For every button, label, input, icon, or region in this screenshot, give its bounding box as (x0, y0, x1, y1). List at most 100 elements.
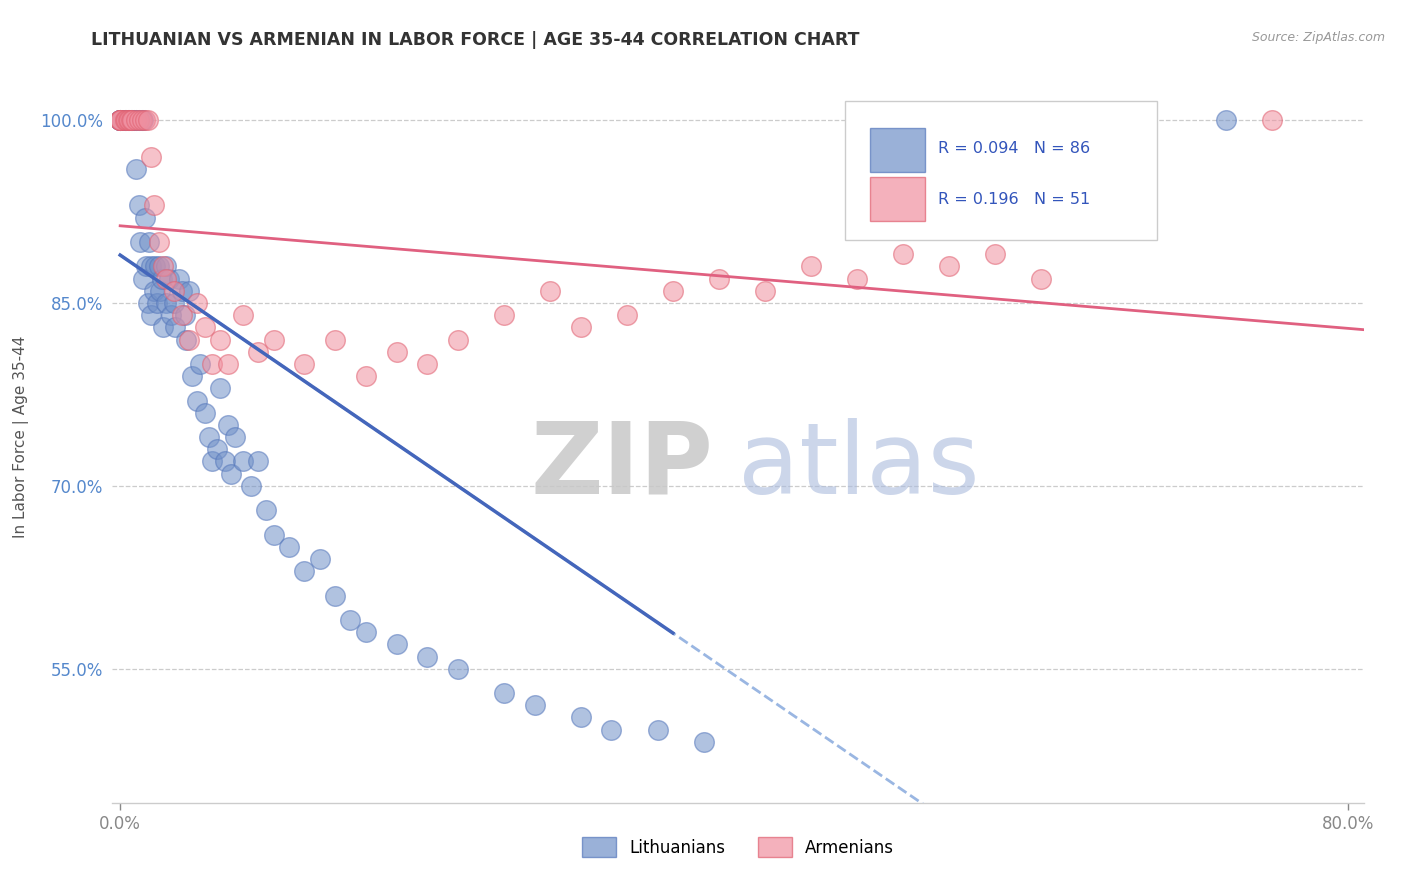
Point (208, 333, 231, 347)
Point (115, 113, 138, 128)
Point (214, 454, 236, 468)
Point (239, 479, 262, 493)
Point (354, 369, 377, 384)
Point (159, 308, 181, 322)
Point (120, 113, 142, 128)
Point (120, 113, 142, 128)
Text: LITHUANIAN VS ARMENIAN IN LABOR FORCE | AGE 35-44 CORRELATION CHART: LITHUANIAN VS ARMENIAN IN LABOR FORCE | … (91, 31, 860, 49)
Point (198, 430, 221, 444)
Point (138, 235, 160, 249)
Point (1031, 271, 1053, 285)
Point (114, 113, 136, 128)
Point (139, 260, 162, 274)
Point (150, 271, 173, 285)
Point (201, 454, 224, 468)
Point (308, 552, 330, 566)
Point (155, 260, 177, 274)
Point (492, 308, 515, 322)
Point (538, 284, 561, 298)
Text: R = 0.094   N = 86: R = 0.094 N = 86 (938, 141, 1091, 156)
Point (117, 113, 139, 128)
Point (134, 211, 156, 225)
Point (232, 454, 254, 468)
Point (194, 406, 217, 420)
Point (152, 260, 174, 274)
Point (118, 113, 141, 128)
Point (600, 723, 623, 737)
Point (294, 564, 316, 578)
Point (118, 113, 141, 128)
Point (201, 357, 224, 371)
Point (170, 284, 193, 298)
Point (692, 735, 714, 749)
Legend: Lithuanians, Armenians: Lithuanians, Armenians (575, 830, 901, 864)
Point (117, 113, 139, 128)
Point (132, 271, 155, 285)
Point (131, 113, 153, 128)
Point (145, 260, 167, 274)
Point (128, 113, 150, 128)
Text: ZIP: ZIP (530, 417, 713, 515)
Point (163, 284, 186, 298)
Point (219, 467, 242, 481)
Point (108, 113, 131, 128)
Point (170, 308, 193, 322)
Point (108, 113, 131, 128)
Point (120, 113, 142, 128)
FancyBboxPatch shape (869, 178, 925, 220)
Point (108, 113, 131, 128)
Point (108, 113, 131, 128)
Point (122, 113, 145, 128)
Point (118, 113, 141, 128)
Point (122, 113, 145, 128)
Point (217, 357, 239, 371)
Point (128, 113, 150, 128)
Point (124, 161, 146, 176)
Point (984, 247, 1007, 261)
Point (121, 113, 143, 128)
Point (662, 284, 685, 298)
Point (128, 198, 150, 212)
Y-axis label: In Labor Force | Age 35-44: In Labor Force | Age 35-44 (13, 336, 28, 538)
Point (891, 247, 914, 261)
Point (124, 113, 146, 128)
Point (108, 113, 131, 128)
Point (165, 320, 187, 334)
Point (224, 430, 246, 444)
Point (117, 113, 139, 128)
Point (616, 308, 638, 322)
Point (1215, 113, 1237, 128)
Point (188, 357, 211, 371)
Text: Source: ZipAtlas.com: Source: ZipAtlas.com (1251, 31, 1385, 45)
Point (108, 113, 131, 128)
Point (136, 296, 159, 310)
Point (121, 113, 143, 128)
Point (139, 308, 162, 322)
Point (142, 198, 165, 212)
Point (129, 235, 152, 249)
Point (121, 113, 143, 128)
Point (115, 113, 138, 128)
Point (108, 113, 131, 128)
Point (447, 333, 470, 347)
Point (263, 527, 285, 541)
Point (339, 613, 361, 627)
Point (247, 344, 270, 359)
Point (155, 271, 177, 285)
Text: R = 0.196   N = 51: R = 0.196 N = 51 (938, 192, 1091, 207)
Point (938, 260, 960, 274)
Point (108, 113, 131, 128)
Point (139, 150, 162, 164)
Point (173, 308, 195, 322)
Point (523, 698, 546, 713)
Point (131, 113, 153, 128)
Point (569, 320, 592, 334)
Point (146, 296, 169, 310)
Point (447, 662, 470, 676)
Point (1260, 113, 1282, 128)
Point (155, 296, 177, 310)
Point (108, 113, 131, 128)
Point (124, 113, 146, 128)
Point (179, 284, 201, 298)
Point (569, 710, 592, 724)
